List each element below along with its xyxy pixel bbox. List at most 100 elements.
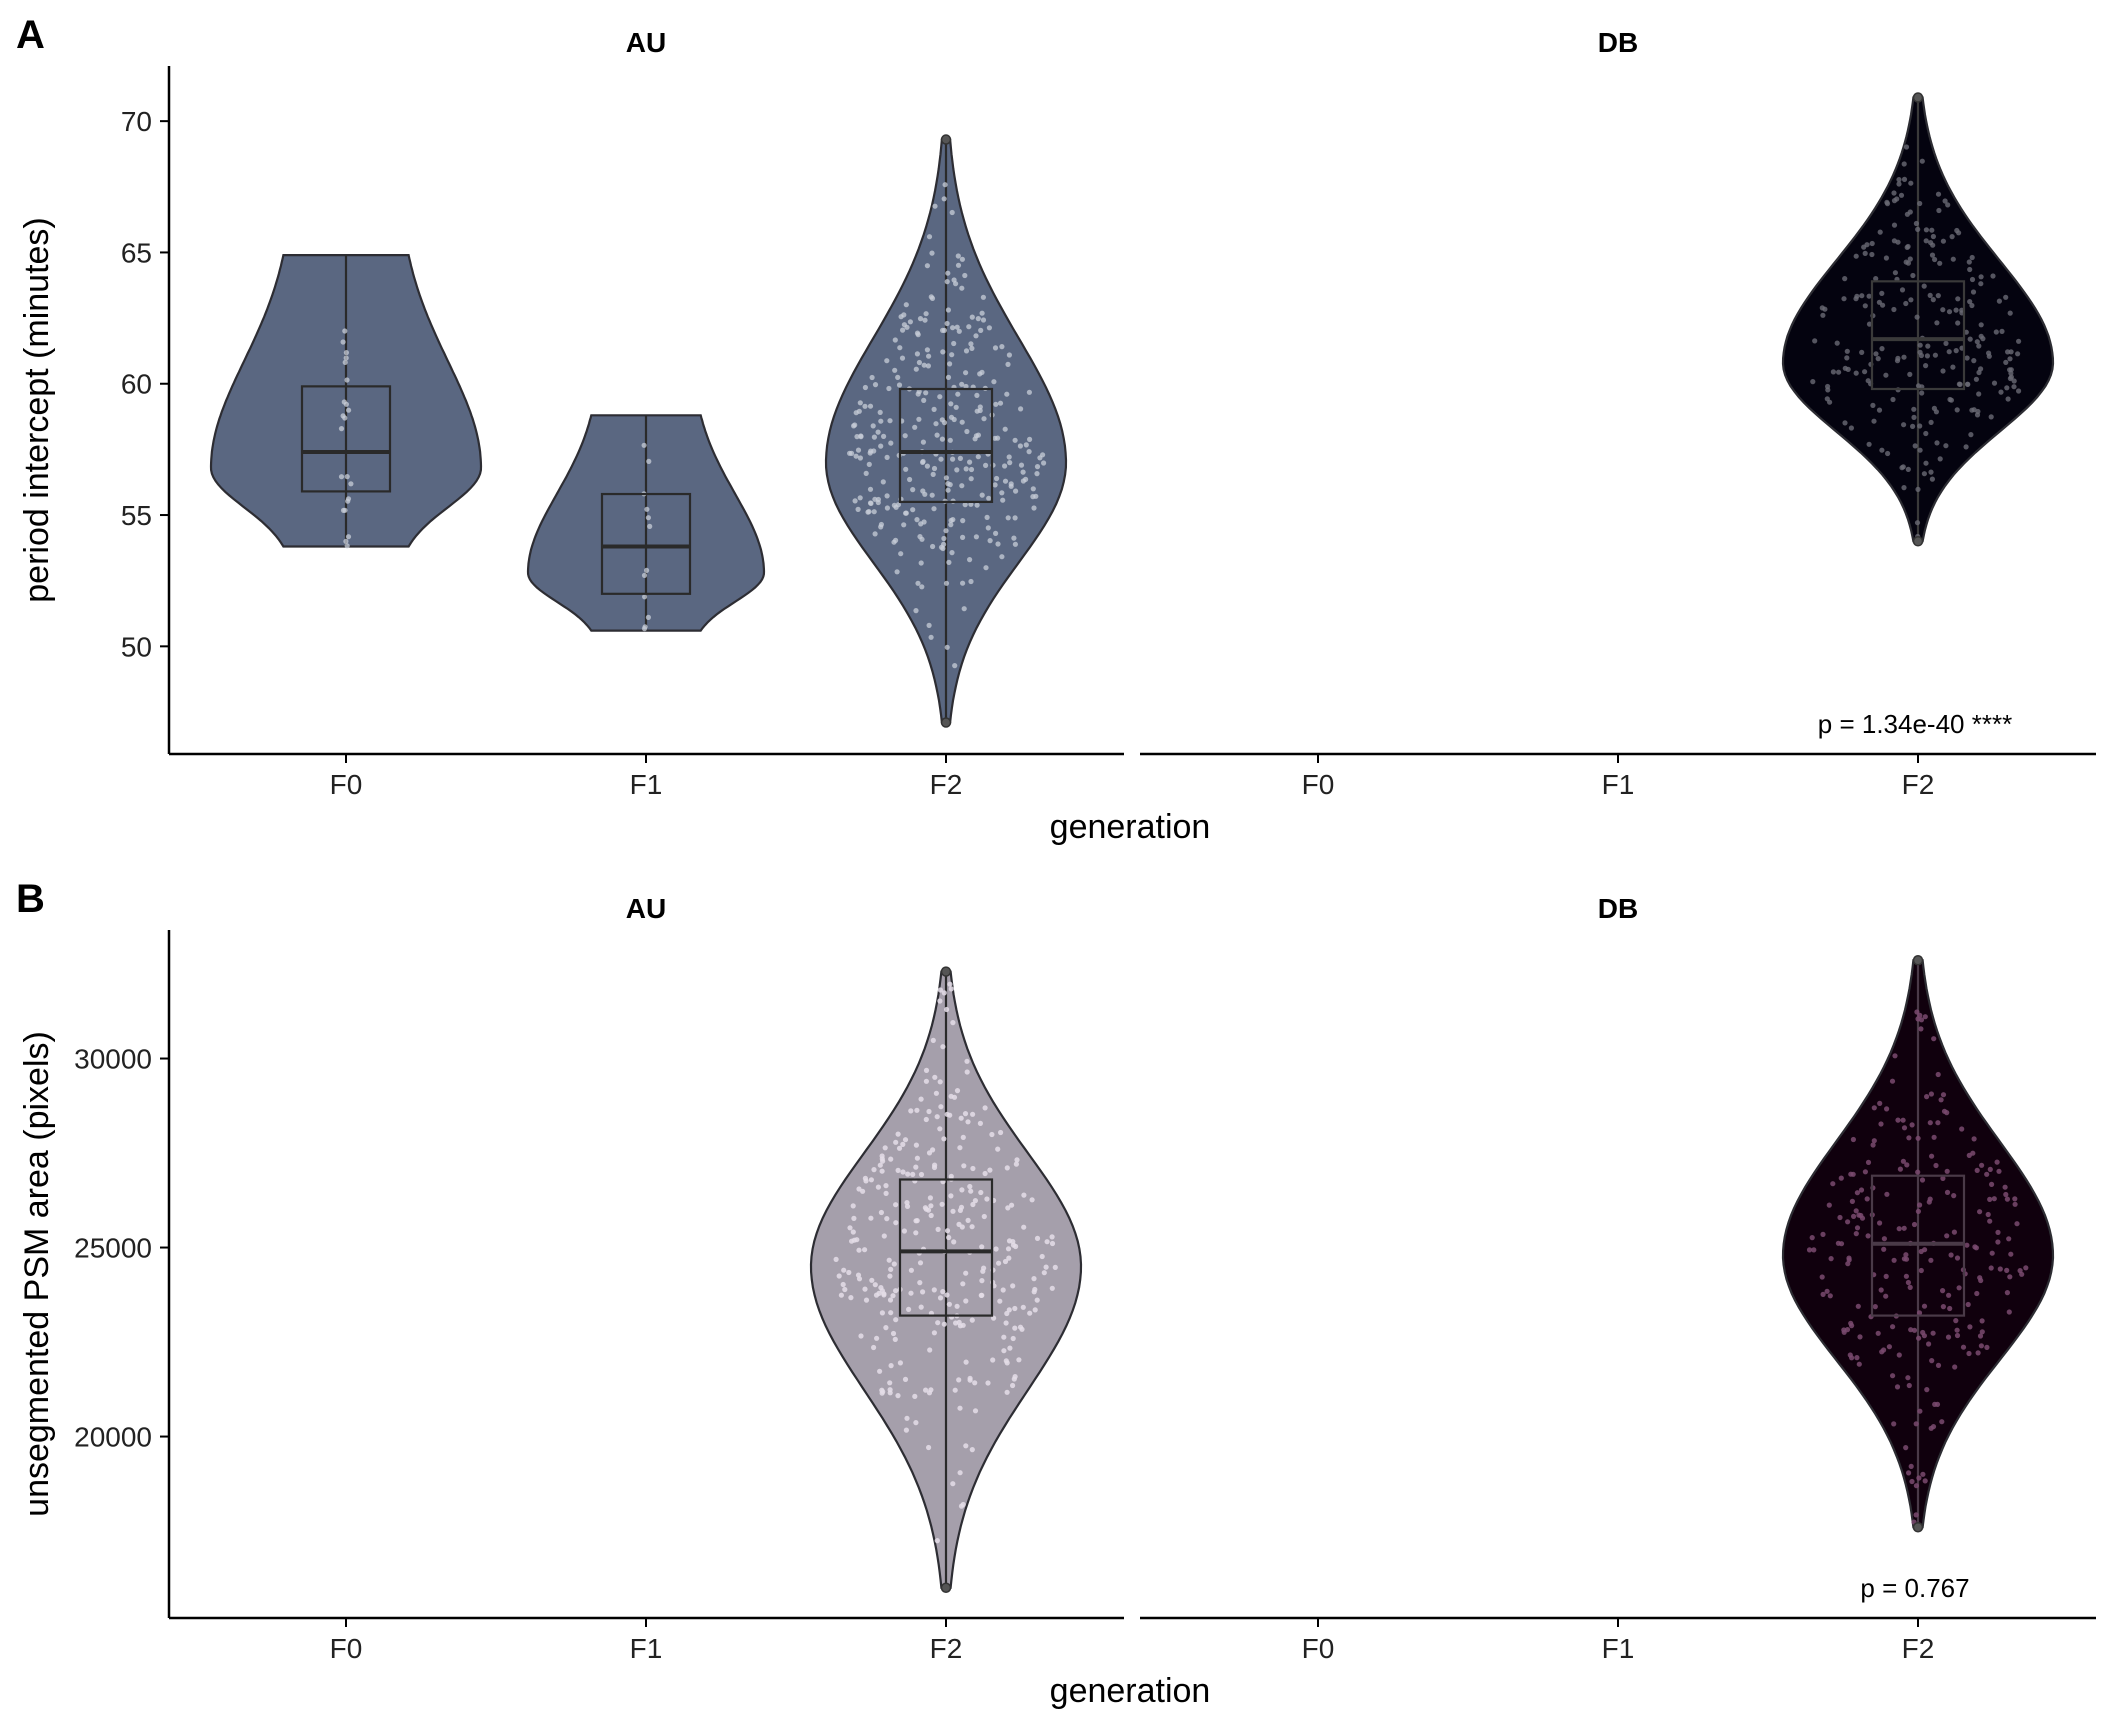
data-point xyxy=(1900,1158,1906,1164)
data-point xyxy=(958,1204,965,1210)
data-point xyxy=(1923,363,1929,369)
data-point xyxy=(1013,1161,1020,1167)
data-point xyxy=(871,509,877,515)
panel-b-xtick-label: F0 xyxy=(330,1633,363,1664)
data-point xyxy=(899,355,906,361)
data-point xyxy=(890,1293,896,1299)
data-point xyxy=(1906,1470,1912,1476)
data-point xyxy=(1987,1218,1993,1224)
data-point xyxy=(1919,1177,1926,1183)
data-point xyxy=(1980,336,1986,342)
data-point xyxy=(857,400,863,406)
data-point xyxy=(1026,389,1032,395)
data-point xyxy=(1969,302,1975,309)
data-point xyxy=(968,466,975,473)
data-point xyxy=(921,397,927,403)
data-point xyxy=(1954,1255,1961,1261)
data-point xyxy=(974,502,980,508)
data-point xyxy=(1881,1347,1887,1353)
data-point xyxy=(917,534,923,540)
data-point xyxy=(1969,407,1975,413)
data-point xyxy=(1915,1208,1921,1214)
data-point xyxy=(1820,1231,1826,1237)
data-point xyxy=(1890,396,1896,403)
data-point xyxy=(343,355,349,361)
panel-a-p-value: p = 1.34e-40 **** xyxy=(1818,709,2012,739)
data-point xyxy=(908,1108,914,1114)
data-point xyxy=(959,483,965,489)
data-point xyxy=(1856,1212,1862,1218)
data-point xyxy=(963,1298,969,1304)
data-point xyxy=(1971,358,1977,364)
data-point xyxy=(1034,464,1041,470)
data-point xyxy=(1924,353,1930,359)
data-point xyxy=(941,535,947,542)
data-point xyxy=(937,987,944,993)
data-point xyxy=(1909,1122,1915,1128)
data-point xyxy=(931,406,937,412)
data-point xyxy=(941,990,947,996)
data-point xyxy=(1013,488,1019,494)
data-point xyxy=(1926,1341,1932,1347)
data-point xyxy=(1996,298,2002,304)
data-point xyxy=(1023,442,1029,448)
data-point xyxy=(1998,389,2004,395)
data-point xyxy=(931,1287,937,1293)
data-point xyxy=(1011,535,1017,541)
data-point xyxy=(1018,406,1024,412)
data-point xyxy=(900,327,906,333)
data-point xyxy=(1936,207,1942,214)
data-point xyxy=(875,1184,882,1190)
data-point xyxy=(344,543,350,549)
data-point xyxy=(940,349,946,355)
data-point xyxy=(1021,1224,1027,1230)
data-point xyxy=(1901,1225,1907,1231)
data-point xyxy=(1935,1071,1941,1078)
data-point xyxy=(946,559,952,566)
data-point xyxy=(950,1020,956,1026)
data-point xyxy=(930,543,936,550)
data-point xyxy=(1916,1335,1922,1341)
panel-a-ytick-label: 65 xyxy=(121,237,152,268)
data-point xyxy=(1969,276,1976,283)
data-point xyxy=(1933,409,1939,415)
panel-a-db-plot xyxy=(1781,92,2055,547)
data-point xyxy=(856,1186,862,1192)
data-point xyxy=(1940,368,1946,374)
data-point xyxy=(978,1292,984,1298)
data-point xyxy=(1946,309,1953,315)
data-point xyxy=(2007,375,2013,382)
data-point xyxy=(1862,1169,1868,1175)
data-point xyxy=(910,487,916,493)
data-point xyxy=(997,400,1004,406)
data-point xyxy=(1903,1445,1909,1451)
data-point xyxy=(894,569,900,575)
data-point xyxy=(1008,483,1014,489)
data-point xyxy=(895,1131,901,1137)
data-point xyxy=(1952,1364,1958,1370)
data-point xyxy=(2006,1309,2012,1315)
data-point xyxy=(893,504,899,510)
data-point xyxy=(888,1266,894,1272)
data-point xyxy=(982,1105,988,1111)
data-point xyxy=(1014,1157,1020,1163)
data-point xyxy=(1899,287,1906,293)
data-point xyxy=(1976,391,1982,397)
data-point xyxy=(1005,361,1011,367)
panel-b-ytick-label: 25000 xyxy=(74,1233,152,1264)
data-point xyxy=(903,1427,910,1433)
data-point xyxy=(928,1212,934,1219)
data-point xyxy=(1943,443,1949,449)
data-point xyxy=(1010,1239,1016,1245)
data-point xyxy=(1041,1270,1047,1276)
data-point xyxy=(867,486,874,492)
data-point xyxy=(1911,414,1917,420)
data-point xyxy=(1904,211,1910,217)
data-point xyxy=(981,1213,987,1220)
data-point xyxy=(1896,181,1902,187)
data-point xyxy=(907,319,914,325)
data-point xyxy=(1010,1283,1016,1289)
data-point xyxy=(1892,1053,1898,1059)
data-point xyxy=(1924,1094,1930,1100)
data-point xyxy=(1929,1153,1935,1159)
